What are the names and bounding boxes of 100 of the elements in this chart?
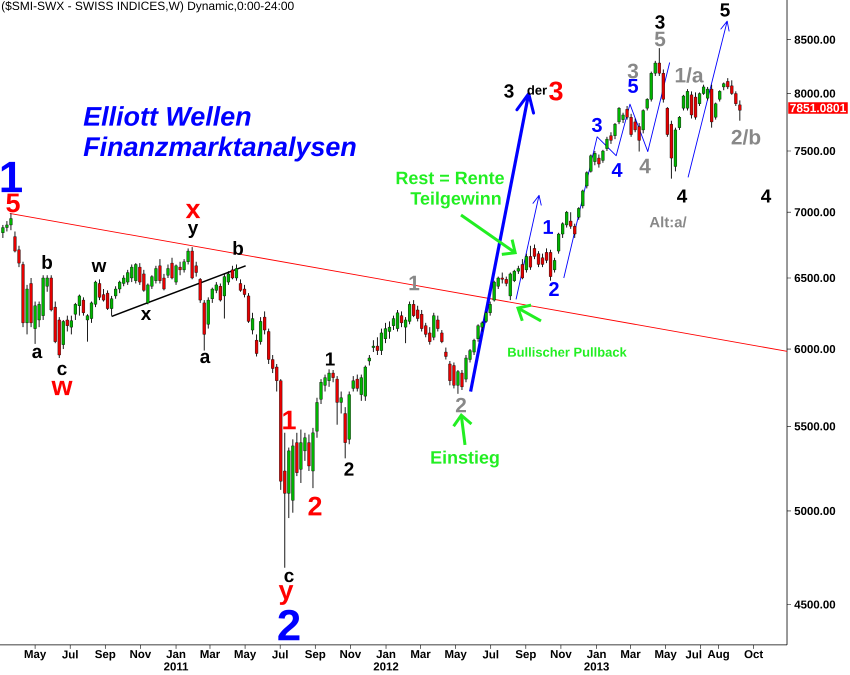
annotation: 4	[640, 158, 651, 174]
candlestick	[9, 212, 13, 231]
candlestick	[319, 378, 323, 404]
annotation: y	[188, 224, 198, 238]
annotation: Finanzmarktanalysen	[84, 136, 356, 162]
annotation: 4	[677, 189, 688, 203]
annotation: Rest = Rente	[396, 172, 504, 184]
annotation: 2	[456, 398, 466, 412]
annotation: c	[57, 364, 67, 376]
candlestick	[448, 360, 452, 386]
candlestick	[198, 278, 202, 304]
candlestick	[82, 296, 85, 316]
candlestick	[336, 376, 339, 426]
annotation: 2	[549, 282, 559, 296]
x-tick-label: May	[24, 650, 46, 660]
candlestick	[126, 269, 130, 286]
annotation: Alt:a/	[650, 216, 687, 228]
candlestick	[577, 206, 580, 220]
candlestick	[1, 224, 4, 238]
annotation: 3	[655, 15, 665, 29]
candlestick	[589, 154, 592, 174]
text: 7851.0801	[790, 104, 846, 112]
candlestick	[170, 257, 174, 280]
candlestick	[536, 250, 540, 268]
candlestick	[380, 328, 384, 356]
candlestick	[210, 287, 214, 304]
annotation: a	[32, 348, 42, 358]
annotation: der	[527, 85, 547, 95]
annotation: 1	[2, 162, 22, 192]
y-tick-label: 7500.00	[794, 146, 836, 156]
candlestick	[573, 223, 576, 238]
candlestick	[122, 274, 126, 287]
annotation: Einstieg	[431, 450, 499, 468]
x-tick-label: Jan 2011	[164, 650, 188, 671]
candlestick	[130, 264, 134, 283]
x-tick-label: Jul	[272, 650, 288, 658]
x-tick-label: Nov	[340, 650, 362, 658]
candlestick	[694, 92, 698, 120]
x-tick-label: Jul	[686, 650, 702, 658]
candlestick	[613, 122, 617, 140]
candlestick	[412, 300, 416, 318]
y-tick-label: 8500.00	[794, 36, 836, 44]
x-tick-label: Nov	[550, 650, 572, 658]
candlestick	[376, 336, 379, 356]
annotation: b	[233, 241, 244, 255]
candlestick	[242, 284, 246, 298]
annotation: 5	[720, 3, 730, 17]
annotation: x	[186, 204, 200, 218]
annotation: Elliott Wellen	[84, 106, 250, 126]
candlestick	[601, 149, 604, 164]
annotation: 3	[628, 64, 638, 78]
candlestick	[432, 312, 436, 341]
annotation: 1	[544, 220, 553, 234]
annotation: 1	[283, 410, 296, 430]
candlestick	[78, 294, 81, 316]
annotation: 2	[278, 610, 300, 640]
annotation: y	[278, 585, 294, 605]
candlestick	[444, 347, 448, 360]
annotation: w	[51, 380, 73, 396]
y-tick-label: 5500.00	[794, 422, 836, 430]
x-tick-label: Jan 2012	[374, 650, 398, 671]
annotation: 2/b	[732, 129, 760, 145]
candlestick	[540, 253, 544, 268]
annotation: w	[92, 262, 106, 272]
candlestick	[528, 245, 532, 270]
candlestick	[420, 310, 424, 332]
y-tick-label: 8000.00	[794, 89, 836, 98]
y-tick-label: 6000.00	[794, 344, 836, 354]
candlestick	[396, 310, 400, 332]
annotation: c	[284, 572, 294, 582]
candlestick	[581, 189, 584, 209]
annotation: 1	[326, 352, 335, 366]
annotation: Teilgewinn	[410, 192, 501, 208]
annotation: 3	[592, 118, 602, 132]
candlestick	[238, 278, 242, 292]
x-tick-label: Sep	[516, 650, 536, 660]
candlestick	[508, 272, 512, 301]
annotation: 4	[612, 163, 622, 177]
annotation: 3	[504, 84, 514, 98]
x-tick-label: Mar	[621, 650, 641, 658]
candlestick	[492, 280, 496, 302]
candlestick	[585, 170, 588, 189]
candlestick	[630, 113, 633, 138]
annotation: 2	[344, 462, 354, 476]
candlestick	[440, 330, 444, 344]
candlestick	[166, 264, 170, 278]
annotation: 1/a	[676, 67, 704, 83]
candlestick	[718, 90, 722, 102]
annotation: 5	[6, 194, 20, 212]
annotation: b	[42, 255, 52, 269]
candlestick	[368, 354, 371, 366]
annotation: Bullischer Pullback	[508, 347, 627, 357]
candlestick	[134, 262, 138, 284]
candlestick	[174, 264, 178, 286]
candlestick	[452, 362, 456, 389]
x-tick-label: May	[234, 650, 256, 660]
annotation: x	[140, 310, 152, 320]
chart-title: ($SMI-SWX - SWISS INDICES,W) Dynamic,0:00-24:00	[2, 1, 294, 12]
x-tick-label: Aug	[708, 650, 729, 660]
x-tick-label: Sep	[305, 650, 326, 660]
